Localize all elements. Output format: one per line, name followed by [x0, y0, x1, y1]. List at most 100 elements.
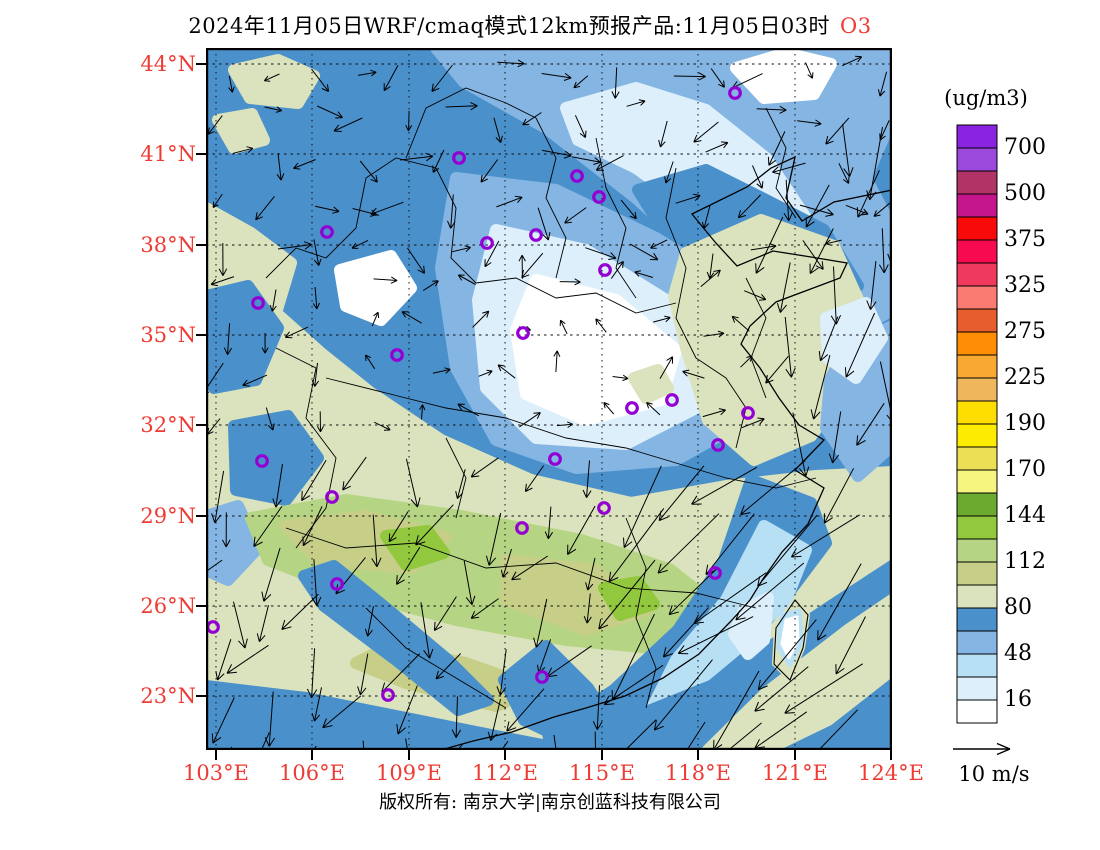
wind-vector-arrow — [435, 653, 462, 680]
city-marker — [741, 406, 755, 420]
city-marker — [535, 670, 549, 684]
colorbar-cell — [956, 170, 998, 195]
colorbar-label-375: 375 — [1004, 227, 1046, 252]
wind-vector-arrow — [740, 355, 753, 368]
wind-vector-arrow — [447, 194, 456, 229]
wind-vector-arrow — [358, 69, 377, 77]
city-marker — [570, 169, 584, 183]
wind-vector-arrow — [659, 356, 674, 379]
wind-vector-arrow — [228, 75, 235, 93]
wind-vector-arrow — [255, 195, 275, 221]
field-region — [206, 280, 284, 394]
wind-vector-arrow — [626, 99, 646, 107]
wind-vector-arrow — [706, 253, 715, 279]
province-border — [695, 357, 747, 449]
wind-vector-arrow — [873, 202, 891, 217]
wind-vector-arrow — [316, 105, 343, 119]
wind-vector-arrow — [653, 315, 671, 323]
colorbar-cell — [956, 446, 998, 471]
wind-vector-arrow — [312, 287, 320, 310]
wind-vector-arrow — [533, 598, 548, 648]
lat-tick — [196, 63, 206, 65]
wind-vector-arrow — [603, 402, 615, 415]
wind-vector-arrow — [293, 159, 316, 170]
wind-vector-arrow — [260, 732, 270, 750]
wind-vector-arrow — [693, 121, 719, 143]
wind-vector-arrow — [767, 131, 786, 166]
wind-vector-arrow — [634, 270, 654, 278]
wind-vector-arrow — [677, 616, 754, 655]
wind-vector-arrow — [825, 117, 850, 145]
city-marker — [665, 393, 679, 407]
colorbar-cell — [956, 423, 998, 448]
wind-vector-arrow — [497, 59, 525, 68]
wind-vector-arrow — [311, 362, 320, 387]
wind-vector-arrow — [432, 149, 445, 173]
colorbar-cell — [956, 308, 998, 333]
wind-vector-arrow — [752, 165, 764, 189]
field-region — [212, 108, 270, 154]
wind-vector-arrow — [264, 106, 283, 113]
lon-tick — [504, 750, 506, 760]
wind-vector-arrow — [542, 149, 572, 159]
field-region — [228, 410, 324, 506]
wind-vector-arrow — [232, 146, 254, 154]
wind-vector-arrow — [419, 404, 426, 420]
colorbar-label-170: 170 — [1004, 457, 1046, 482]
wind-vector-arrow — [223, 323, 233, 355]
wind-vector-arrow — [537, 207, 551, 241]
forecast-map-canvas — [206, 48, 892, 750]
colorbar-cell — [956, 262, 998, 287]
province-border — [405, 87, 537, 159]
wind-vector-arrow — [841, 55, 863, 67]
colorbar-cell — [956, 285, 998, 310]
wind-vector-arrow — [457, 274, 476, 285]
city-marker — [480, 236, 494, 250]
wind-vector-arrow — [431, 64, 453, 92]
city-marker — [516, 326, 530, 340]
coastline — [440, 155, 892, 750]
wind-vector-arrow — [445, 101, 478, 111]
wind-vector-arrow — [776, 262, 791, 313]
wind-vector-arrow — [433, 596, 457, 632]
wind-vector-arrow — [790, 514, 860, 558]
wind-vector-arrow — [311, 68, 330, 92]
wind-vector-arrow — [455, 469, 466, 499]
wind-vector-arrow — [261, 332, 269, 354]
lon-label-121e: 121°E — [762, 761, 828, 785]
wind-vector-arrow — [583, 593, 592, 624]
wind-vector-arrow — [371, 311, 380, 327]
wind-vector-arrow — [668, 568, 717, 616]
city-markers — [206, 86, 755, 702]
wind-vector-arrow — [754, 666, 809, 712]
province-border — [535, 117, 567, 279]
wind-vector-arrow — [388, 511, 409, 543]
wind-vector-arrow — [206, 559, 223, 573]
wind-vector-arrow — [564, 207, 587, 224]
lon-label-103e: 103°E — [183, 761, 249, 785]
wind-vector-arrow — [400, 152, 434, 162]
wind-vector-arrow — [322, 695, 362, 729]
wind-vector-arrow — [844, 312, 876, 378]
province-border — [765, 107, 797, 219]
wind-vector-arrow — [221, 512, 231, 548]
wind-vector-arrow — [772, 162, 806, 175]
wind-vector-arrow — [802, 240, 824, 270]
city-marker — [598, 263, 612, 277]
wind-vector-arrow — [522, 112, 542, 126]
lon-tick — [408, 750, 410, 760]
wind-vector-arrow — [463, 560, 476, 606]
wind-vector-arrow — [878, 228, 889, 274]
wind-vector-arrow — [866, 261, 877, 310]
wind-vector-arrow — [810, 354, 831, 420]
copyright-text: 版权所有: 南京大学|南京创蓝科技有限公司 — [379, 792, 721, 813]
wind-vector-arrow — [333, 117, 363, 132]
wind-vector-arrow — [311, 687, 322, 722]
field-region — [334, 250, 417, 326]
lon-label-115e: 115°E — [569, 761, 635, 785]
wind-vector-arrow — [664, 161, 674, 184]
colorbar-cell — [956, 377, 998, 402]
lon-tick — [697, 750, 699, 760]
wind-vector-arrow — [805, 62, 814, 79]
wind-vector-arrow — [359, 160, 378, 183]
